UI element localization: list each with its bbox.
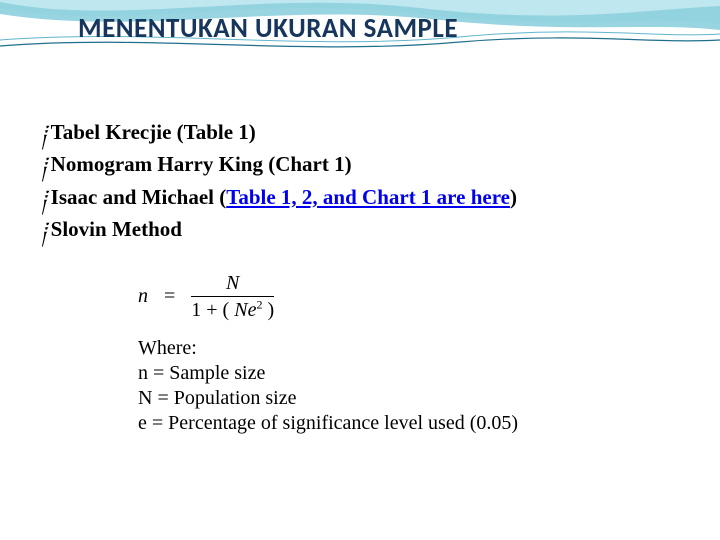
bullet-icon: ༐ <box>42 184 47 212</box>
fraction: N 1 + ( Ne2 ) <box>191 272 274 321</box>
list-item: ༐ Slovin Method <box>42 215 680 243</box>
reference-link[interactable]: Table 1, 2, and Chart 1 are here <box>226 185 510 209</box>
list-item-suffix: ) <box>510 185 517 209</box>
equals-sign: = <box>164 285 175 308</box>
list-item: ༐ Nomogram Harry King (Chart 1) <box>42 150 680 178</box>
list-item-text: Slovin Method <box>51 215 182 243</box>
legend-desc: = Percentage of significance level used … <box>147 412 518 434</box>
slide-title: MENENTUKAN UKURAN SAMPLE <box>78 12 458 45</box>
legend-symbol: e <box>138 412 147 434</box>
bullet-icon: ༐ <box>42 216 47 244</box>
formula-equation: n = N 1 + ( Ne2 ) <box>138 272 588 321</box>
den-right: ) <box>262 299 274 321</box>
legend-line: N = Population size <box>138 387 588 410</box>
den-left: 1 + ( <box>191 299 234 321</box>
list-item-text: Isaac and Michael (Table 1, 2, and Chart… <box>51 183 517 211</box>
list-item-prefix: Isaac and Michael ( <box>51 185 227 209</box>
legend-symbol: n <box>138 362 148 384</box>
fraction-denominator: 1 + ( Ne2 ) <box>191 297 274 321</box>
formula-legend: Where: n = Sample size N = Population si… <box>138 337 588 435</box>
den-var: Ne <box>234 299 256 321</box>
list-item: ༐ Isaac and Michael (Table 1, 2, and Cha… <box>42 183 680 211</box>
list-item-text: Nomogram Harry King (Chart 1) <box>51 150 352 178</box>
list-item: ༐ Tabel Krecjie (Table 1) <box>42 118 680 146</box>
legend-symbol: N <box>138 387 152 409</box>
legend-line: n = Sample size <box>138 362 588 385</box>
formula-lhs: n <box>138 285 148 308</box>
slovin-formula: n = N 1 + ( Ne2 ) Where: n = Sample size… <box>138 272 588 437</box>
list-item-text: Tabel Krecjie (Table 1) <box>51 118 256 146</box>
legend-line: e = Percentage of significance level use… <box>138 412 588 435</box>
legend-desc: = Population size <box>152 387 296 409</box>
fraction-numerator: N <box>220 272 245 296</box>
bullet-icon: ༐ <box>42 151 47 179</box>
bullet-list: ༐ Tabel Krecjie (Table 1) ༐ Nomogram Har… <box>42 118 680 247</box>
bullet-icon: ༐ <box>42 119 47 147</box>
legend-desc: = Sample size <box>148 362 265 384</box>
where-label: Where: <box>138 337 588 360</box>
